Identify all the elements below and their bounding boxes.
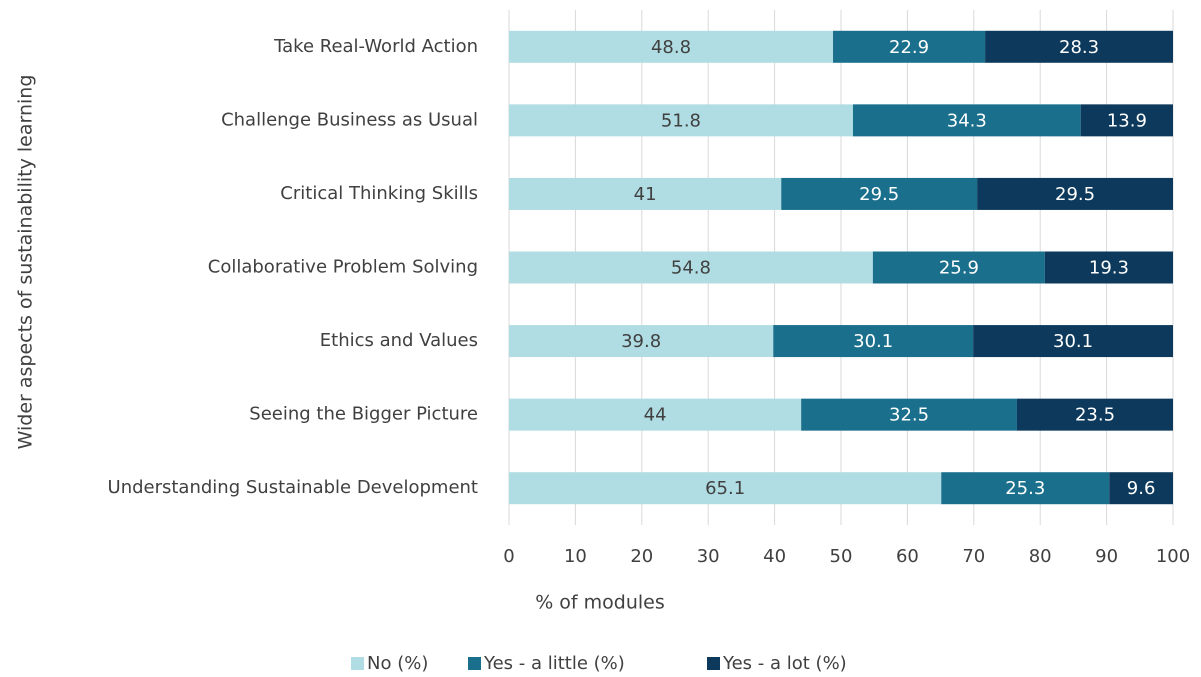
x-tick-label: 70 [962,546,985,567]
y-axis-label: Wider aspects of sustainability learning [15,75,37,450]
legend-label: Yes - a lot (%) [722,653,847,674]
bar-segment [1109,472,1173,505]
category-label: Collaborative Problem Solving [208,257,478,278]
bar-segment [872,251,1045,284]
legend-swatch [468,657,481,670]
category-label: Challenge Business as Usual [221,109,478,130]
data-label: 54.8 [671,258,711,279]
data-label: 51.8 [661,110,701,131]
x-tick-label: 90 [1095,546,1118,567]
bar-segment [773,325,974,358]
x-tick-label: 60 [896,546,919,567]
x-tick-label: 50 [830,546,853,567]
data-label: 39.8 [621,331,661,352]
data-label: 48.8 [651,37,691,58]
data-label: 44 [644,405,667,426]
data-label: 23.5 [1075,405,1115,426]
data-label: 25.3 [1005,478,1045,499]
data-label: 19.3 [1089,258,1129,279]
bar-segment [509,325,774,358]
x-axis-label: % of modules [535,592,665,614]
bar-segment [833,30,986,63]
bar-segment [509,251,873,284]
data-label: 29.5 [1055,184,1095,205]
bar-segment [1044,251,1173,284]
category-label: Understanding Sustainable Development [108,477,478,498]
data-label: 65.1 [705,478,745,499]
data-label: 25.9 [939,258,979,279]
bar-segment [509,177,782,210]
bar-segment [941,472,1110,505]
data-label: 28.3 [1059,37,1099,58]
bar-segment [801,398,1017,431]
data-label: 13.9 [1107,110,1147,131]
legend-swatch [707,657,720,670]
data-label: 22.9 [889,37,929,58]
x-tick-label: 30 [697,546,720,567]
category-label: Ethics and Values [320,330,478,351]
legend-label: No (%) [367,653,428,674]
legend-label: Yes - a little (%) [483,653,625,674]
category-label: Critical Thinking Skills [280,183,478,204]
data-label: 30.1 [853,331,893,352]
data-label: 41 [634,184,657,205]
legend-swatch [351,657,364,670]
bar-segment [852,104,1081,137]
bar-segment [509,30,834,63]
x-tick-label: 80 [1029,546,1052,567]
bar-segment [973,325,1173,358]
bar-segment [781,177,978,210]
x-tick-label: 40 [763,546,786,567]
bar-segment [985,30,1173,63]
bar-segment [509,398,802,431]
x-tick-label: 0 [503,546,514,567]
bar-segment [977,177,1173,210]
bar-segment [1080,104,1173,137]
data-label: 30.1 [1053,331,1093,352]
category-label: Seeing the Bigger Picture [249,404,478,425]
bar-segment [509,104,853,137]
data-label: 9.6 [1127,478,1156,499]
data-label: 29.5 [859,184,899,205]
bar-segment [1016,398,1173,431]
data-label: 32.5 [889,405,929,426]
x-tick-label: 20 [630,546,653,567]
x-tick-label: 10 [564,546,587,567]
x-tick-label: 100 [1156,546,1190,567]
bar-segment [509,472,942,505]
data-label: 34.3 [947,110,987,131]
category-label: Take Real-World Action [273,36,478,57]
